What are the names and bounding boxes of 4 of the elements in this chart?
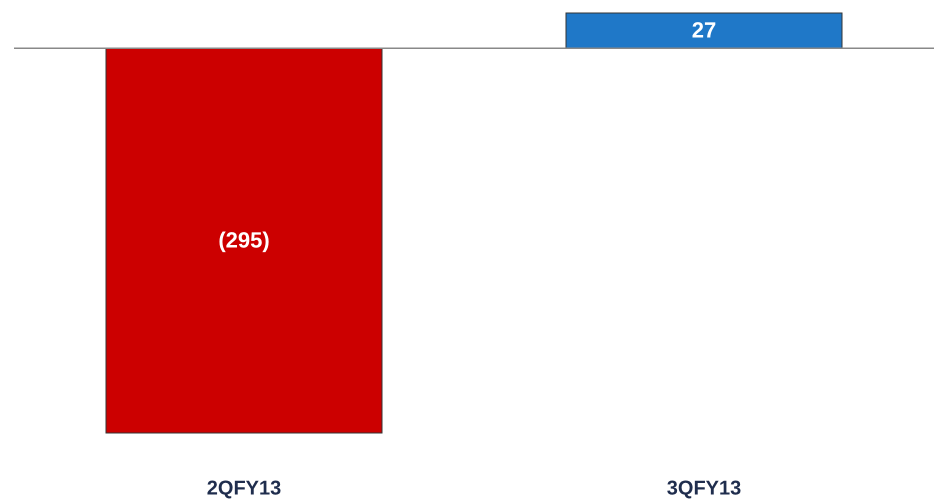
data-label: 27 bbox=[692, 18, 716, 43]
x-tick-label: 2QFY13 bbox=[206, 478, 282, 500]
x-tick-label: 3QFY13 bbox=[666, 478, 742, 500]
data-label: (295) bbox=[218, 228, 270, 253]
